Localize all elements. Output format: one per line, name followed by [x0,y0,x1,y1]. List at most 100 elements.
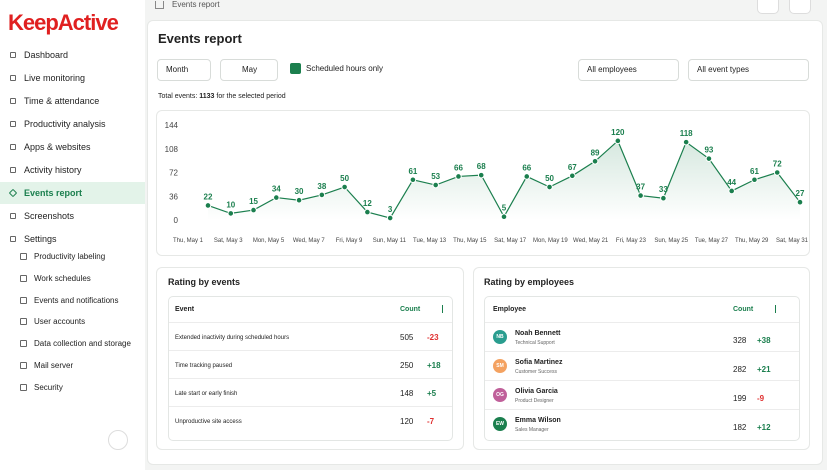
x-tick-label: Fri, May 9 [336,238,363,244]
employee-role: Technical Support [515,340,555,346]
nav-icon [10,75,16,81]
nav-item[interactable]: Activity history [0,159,145,181]
table-row: Time tracking paused 250 +18 [169,350,452,378]
count: 182 [733,423,747,432]
nav-icon [8,188,18,198]
data-label: 30 [295,187,304,196]
x-tick-label: Tue, May 27 [695,238,729,244]
employee-role: Customer Success [515,369,557,375]
period-select[interactable]: Month [157,59,211,81]
nav-item[interactable]: Settings [0,228,145,250]
y-tick-label: 144 [165,121,179,130]
point [751,176,758,184]
data-label: 89 [591,148,600,157]
point [250,206,257,214]
table-row: Unproductive site access 120 -7 [169,406,452,434]
nav-icon [10,144,16,150]
avatar: SM [493,359,507,373]
refresh-button[interactable] [757,0,779,14]
event-types-select[interactable]: All event types [688,59,809,81]
home-icon[interactable] [155,1,164,9]
nav-item[interactable]: Productivity analysis [0,113,145,135]
point [614,137,622,145]
delta: -9 [757,394,765,403]
employee-role: Product Designer [515,398,554,404]
data-label: 27 [796,189,805,198]
employee-name: Noah Bennett [515,330,561,337]
point [364,208,371,216]
settings-item[interactable]: Security [0,378,145,398]
settings-icon [20,362,27,369]
employee-name: Emma Wilson [515,417,561,424]
delta: +21 [757,365,771,374]
event-name: Unproductive site access [175,419,242,425]
x-tick-label: Sat, May 3 [214,238,243,244]
sidebar: KeepActive Dashboard Live monitoring Time … [0,0,145,470]
count: 120 [400,417,414,426]
nav-item[interactable]: Live monitoring [0,67,145,89]
event-name: Extended inactivity during scheduled hou… [175,335,290,341]
point [591,157,599,165]
summary-total: 1133 [199,93,215,100]
point [796,198,804,206]
settings-item[interactable]: Productivity labeling [0,247,145,267]
count: 199 [733,394,747,403]
info-button[interactable] [789,0,811,14]
count: 148 [400,389,414,398]
data-label: 72 [773,160,782,169]
data-label: 66 [522,163,531,172]
data-label: 3 [388,205,393,214]
nav-item[interactable]: Dashboard [0,44,145,66]
avatar: OG [493,388,507,402]
settings-item[interactable]: Data collection and storage [0,334,145,354]
nav-icon [10,167,16,173]
checkbox[interactable] [290,63,301,74]
settings-icon [20,274,27,282]
nav-item[interactable]: Screenshots [0,205,145,227]
data-label: 53 [431,172,440,181]
settings-item[interactable]: Events and notifications [0,291,145,311]
breadcrumb: Events report [172,0,220,9]
point [500,213,508,221]
point [455,173,462,180]
delta: +12 [757,423,771,432]
settings-item[interactable]: Work schedules [0,269,145,289]
table-row: Extended inactivity during scheduled hou… [169,322,452,350]
point [341,183,348,191]
settings-item[interactable]: User accounts [0,312,145,332]
employees-card: Rating by employees Employee Count NB Noah … [473,267,810,450]
data-label: 37 [636,183,645,192]
x-tick-label: Sat, May 31 [776,238,809,244]
settings-icon [20,253,27,260]
data-label: 93 [704,146,713,155]
sort-icon [442,305,443,313]
settings-item[interactable]: Mail server [0,356,145,376]
month-picker[interactable]: May [220,59,278,81]
data-label: 61 [408,167,417,176]
collapse-button[interactable] [108,430,128,450]
employees-select[interactable]: All employees [578,59,679,81]
delta: +38 [757,336,771,345]
summary: Total events: 1133 for the selected peri… [158,93,286,100]
settings-icon [20,296,27,304]
nav-item[interactable]: Time & attendance [0,90,145,112]
sort-icon [775,305,776,313]
point [204,202,212,209]
nav-icon [10,98,16,104]
x-tick-label: Wed, May 21 [573,238,609,244]
employee-name: Olivia Garcia [515,388,558,395]
nav-item[interactable]: Events report [0,182,145,204]
event-name: Late start or early finish [175,391,238,397]
data-label: 61 [750,167,759,176]
data-label: 33 [659,185,668,194]
point [637,192,644,199]
x-tick-label: Thu, May 29 [735,238,769,244]
count: 282 [733,365,747,374]
settings-icon [20,318,27,326]
nav-item[interactable]: Apps & websites [0,136,145,158]
summary-prefix: Total events: [158,93,198,100]
nav-icon [10,213,16,219]
point [728,187,735,195]
table-row: EW Emma Wilson Sales Manager 182 +12 [485,409,799,438]
x-tick-label: Mon, May 5 [253,238,285,244]
